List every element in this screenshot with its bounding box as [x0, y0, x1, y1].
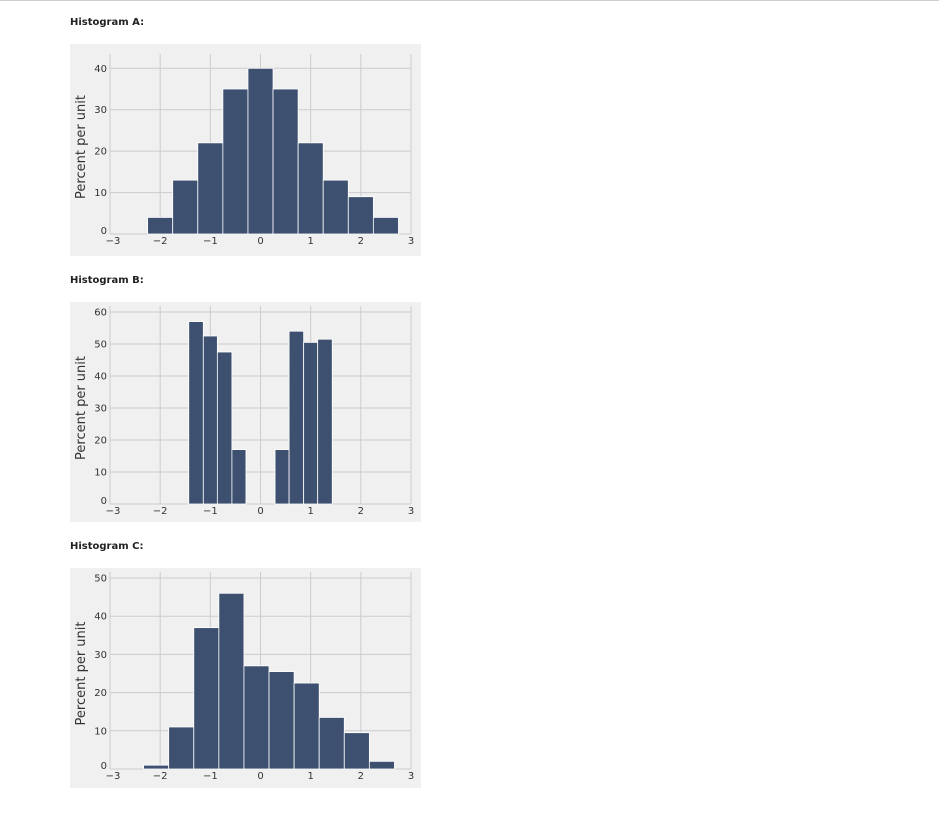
hist-c-bar-8: [343, 732, 370, 770]
hist-b-bar-6: [303, 342, 319, 505]
hist-c-ylabel: Percent per unit: [74, 622, 89, 726]
hist-c-bar-3: [218, 592, 245, 770]
hist-b-xtick-label-0: −3: [106, 506, 121, 517]
hist-a-xtick-label-6: 3: [408, 236, 414, 247]
histogram-a-title: Histogram A:: [70, 17, 145, 28]
hist-c-bar-2: [193, 627, 220, 770]
hist-a-bar-7: [322, 179, 349, 235]
hist-c-ytick-label-2: 20: [94, 688, 107, 699]
hist-a-bar-2: [197, 142, 224, 235]
hist-a-xtick-label-1: −2: [153, 236, 168, 247]
hist-a-bar-4: [247, 67, 274, 235]
hist-a-ytick-label-2: 20: [94, 147, 107, 158]
hist-b-ytick-label-1: 10: [94, 468, 107, 479]
hist-b-xtick-label-6: 3: [408, 506, 414, 517]
hist-b-bar-3: [231, 449, 247, 505]
hist-b-xtick-label-2: −1: [203, 506, 218, 517]
hist-a-bar-6: [297, 142, 324, 235]
hist-c-xtick-label-0: −3: [106, 771, 121, 782]
hist-a-bar-3: [222, 88, 249, 235]
hist-b-bar-0: [188, 321, 204, 505]
hist-b-ytick-label-4: 40: [94, 372, 107, 383]
hist-c-bar-4: [243, 665, 270, 770]
hist-b-bar-1: [202, 335, 218, 505]
hist-c-xtick-label-1: −2: [153, 771, 168, 782]
hist-c-ytick-label-4: 40: [94, 612, 107, 623]
hist-b-ytick-label-2: 20: [94, 436, 107, 447]
hist-a-bar-0: [147, 217, 174, 235]
hist-c-ytick-label-0: 0: [101, 761, 107, 772]
hist-a-bar-1: [172, 179, 199, 235]
hist-c-xtick-label-5: 2: [358, 771, 364, 782]
hist-a-bar-5: [272, 88, 299, 235]
hist-c-xtick-label-6: 3: [408, 771, 414, 782]
histogram-b-title: Histogram B:: [70, 275, 144, 286]
hist-b-xtick-label-5: 2: [358, 506, 364, 517]
hist-a-ytick-label-1: 10: [94, 188, 107, 199]
hist-b-bar-4: [274, 449, 290, 505]
hist-c-bar-0: [143, 764, 170, 770]
hist-b-bar-2: [216, 351, 233, 505]
hist-a-xtick-label-4: 1: [307, 236, 313, 247]
top-divider: [0, 0, 939, 1]
hist-a-ytick-label-3: 30: [94, 105, 107, 116]
hist-c-ytick-label-1: 10: [94, 726, 107, 737]
hist-c-bar-7: [318, 717, 345, 770]
hist-a-xtick-label-5: 2: [358, 236, 364, 247]
hist-c-bar-6: [293, 682, 320, 770]
histogram-c-title: Histogram C:: [70, 541, 144, 552]
hist-c-xtick-label-3: 0: [257, 771, 263, 782]
hist-b-bar-5: [288, 330, 305, 505]
hist-b-ylabel: Percent per unit: [74, 356, 89, 460]
hist-b-ytick-label-5: 50: [94, 340, 107, 351]
histogram-a-block: Histogram A: −3 −2 −1 0 1 2 3 0 10 20 30 40 Percent …: [70, 16, 430, 256]
hist-a-bar-8: [347, 196, 374, 235]
hist-c-xtick-label-2: −1: [203, 771, 218, 782]
hist-a-bar-9: [372, 217, 399, 235]
hist-a-xtick-label-2: −1: [203, 236, 218, 247]
histogram-b-block: Histogram B: −3 −2 −1 0 1 2 3 0 10 20 30 40 50 60 Perc…: [70, 274, 430, 522]
histogram-c-block: Histogram C: −3 −2 −1 0 1 2 3 0 10 20 30 40 50 Percen…: [70, 540, 430, 788]
hist-b-ytick-label-0: 0: [101, 496, 107, 507]
hist-a-ytick-label-0: 0: [101, 226, 107, 237]
hist-a-ylabel: Percent per unit: [74, 95, 89, 199]
hist-c-bar-9: [368, 760, 395, 770]
hist-a-ytick-label-4: 40: [94, 64, 107, 75]
hist-b-ytick-label-6: 60: [94, 308, 107, 319]
hist-b-xtick-label-4: 1: [307, 506, 313, 517]
hist-c-ytick-label-5: 50: [94, 574, 107, 585]
hist-b-xtick-label-1: −2: [153, 506, 168, 517]
hist-a-xtick-label-0: −3: [106, 236, 121, 247]
hist-c-bar-5: [268, 671, 295, 770]
hist-b-ytick-label-3: 30: [94, 404, 107, 415]
hist-a-xtick-label-3: 0: [257, 236, 263, 247]
hist-c-xtick-label-4: 1: [307, 771, 313, 782]
hist-c-ytick-label-3: 30: [94, 650, 107, 661]
hist-c-bar-1: [168, 726, 195, 770]
hist-b-xtick-label-3: 0: [257, 506, 263, 517]
hist-b-bar-7: [317, 338, 333, 505]
